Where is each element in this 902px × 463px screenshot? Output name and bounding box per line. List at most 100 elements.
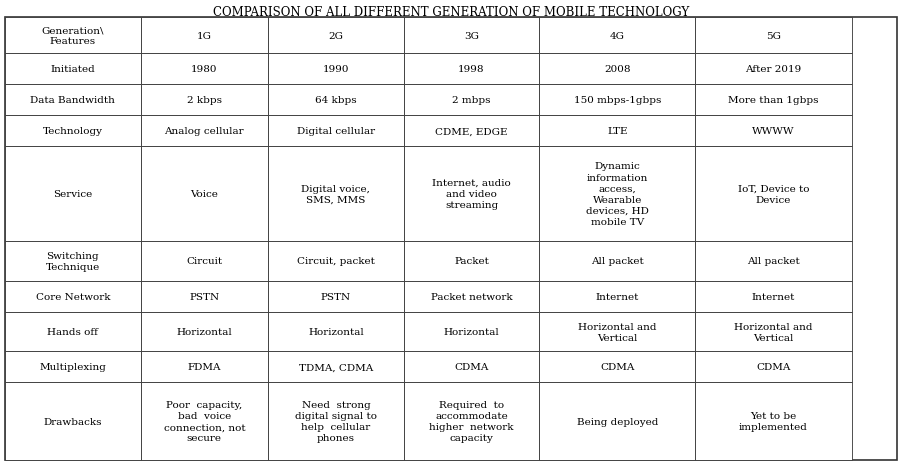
- Text: 5G: 5G: [766, 31, 781, 40]
- Text: Being deployed: Being deployed: [576, 417, 658, 426]
- Bar: [404, 85, 539, 116]
- Bar: [141, 281, 268, 312]
- Bar: [5, 116, 141, 147]
- Bar: [404, 242, 539, 281]
- Text: Required  to
accommodate
higher  network
capacity: Required to accommodate higher network c…: [429, 400, 514, 443]
- Bar: [695, 85, 851, 116]
- Text: Data Bandwidth: Data Bandwidth: [31, 96, 115, 105]
- Text: 2008: 2008: [604, 65, 630, 74]
- Text: COMPARISON OF ALL DIFFERENT GENERATION OF MOBILE TECHNOLOGY: COMPARISON OF ALL DIFFERENT GENERATION O…: [213, 6, 689, 19]
- Text: Initiated: Initiated: [51, 65, 96, 74]
- Bar: [404, 351, 539, 382]
- Bar: [539, 85, 695, 116]
- Text: More than 1gbps: More than 1gbps: [728, 96, 819, 105]
- Bar: [268, 351, 404, 382]
- Bar: [539, 312, 695, 351]
- Text: Digital voice,
SMS, MMS: Digital voice, SMS, MMS: [301, 184, 371, 204]
- Bar: [141, 242, 268, 281]
- Bar: [695, 312, 851, 351]
- Text: CDMA: CDMA: [455, 363, 489, 372]
- Text: Horizontal and
Vertical: Horizontal and Vertical: [734, 322, 813, 342]
- Bar: [404, 147, 539, 242]
- Text: 64 kbps: 64 kbps: [315, 96, 357, 105]
- Bar: [5, 85, 141, 116]
- Text: Drawbacks: Drawbacks: [43, 417, 102, 426]
- Text: 2 kbps: 2 kbps: [187, 96, 222, 105]
- Text: Multiplexing: Multiplexing: [40, 363, 106, 372]
- Bar: [695, 18, 851, 54]
- Text: Internet, audio
and video
streaming: Internet, audio and video streaming: [432, 179, 511, 210]
- Bar: [141, 116, 268, 147]
- Bar: [5, 281, 141, 312]
- Text: Need  strong
digital signal to
help  cellular
phones: Need strong digital signal to help cellu…: [295, 400, 377, 443]
- Text: 1990: 1990: [323, 65, 349, 74]
- Text: Analog cellular: Analog cellular: [164, 127, 244, 136]
- Bar: [268, 312, 404, 351]
- Bar: [5, 382, 141, 460]
- Text: All packet: All packet: [591, 257, 644, 266]
- Text: Circuit: Circuit: [187, 257, 223, 266]
- Bar: [141, 312, 268, 351]
- Text: Horizontal: Horizontal: [444, 327, 500, 336]
- Text: Circuit, packet: Circuit, packet: [297, 257, 375, 266]
- Bar: [141, 54, 268, 85]
- Text: PSTN: PSTN: [189, 292, 219, 301]
- Bar: [268, 382, 404, 460]
- Text: Yet to be
implemented: Yet to be implemented: [739, 411, 808, 432]
- Text: Poor  capacity,
bad  voice
connection, not
secure: Poor capacity, bad voice connection, not…: [163, 400, 245, 443]
- Bar: [695, 147, 851, 242]
- Text: CDMA: CDMA: [756, 363, 791, 372]
- Text: CDMA: CDMA: [600, 363, 634, 372]
- Bar: [141, 85, 268, 116]
- Bar: [268, 54, 404, 85]
- Bar: [404, 116, 539, 147]
- Text: Packet: Packet: [454, 257, 489, 266]
- Bar: [5, 312, 141, 351]
- Bar: [268, 85, 404, 116]
- Text: Horizontal: Horizontal: [308, 327, 364, 336]
- Text: 1998: 1998: [458, 65, 484, 74]
- Text: 2 mbps: 2 mbps: [452, 96, 491, 105]
- Text: Horizontal: Horizontal: [177, 327, 232, 336]
- Bar: [268, 147, 404, 242]
- Bar: [695, 116, 851, 147]
- Bar: [539, 382, 695, 460]
- Text: Packet network: Packet network: [430, 292, 512, 301]
- Text: PSTN: PSTN: [321, 292, 351, 301]
- Text: 3G: 3G: [464, 31, 479, 40]
- Text: CDME, EDGE: CDME, EDGE: [436, 127, 508, 136]
- Bar: [539, 54, 695, 85]
- Bar: [5, 18, 141, 54]
- Text: Switching
Technique: Switching Technique: [46, 251, 100, 271]
- Bar: [268, 18, 404, 54]
- Bar: [695, 281, 851, 312]
- Text: FDMA: FDMA: [188, 363, 221, 372]
- Text: IoT, Device to
Device: IoT, Device to Device: [738, 184, 809, 204]
- Bar: [141, 147, 268, 242]
- Bar: [404, 18, 539, 54]
- Bar: [539, 147, 695, 242]
- Bar: [539, 351, 695, 382]
- Text: Technology: Technology: [42, 127, 103, 136]
- Bar: [404, 54, 539, 85]
- Bar: [268, 242, 404, 281]
- Text: 4G: 4G: [610, 31, 625, 40]
- Text: WWWW: WWWW: [752, 127, 795, 136]
- Bar: [404, 382, 539, 460]
- Bar: [5, 351, 141, 382]
- Text: Voice: Voice: [190, 190, 218, 199]
- Text: Generation\
Features: Generation\ Features: [41, 26, 104, 46]
- Bar: [5, 54, 141, 85]
- Bar: [695, 382, 851, 460]
- Text: Core Network: Core Network: [35, 292, 110, 301]
- Bar: [404, 312, 539, 351]
- Bar: [141, 382, 268, 460]
- Bar: [404, 281, 539, 312]
- Bar: [695, 242, 851, 281]
- Text: Internet: Internet: [751, 292, 796, 301]
- Text: Service: Service: [53, 190, 92, 199]
- Bar: [539, 18, 695, 54]
- Text: 1G: 1G: [197, 31, 212, 40]
- Text: 1980: 1980: [191, 65, 217, 74]
- Bar: [268, 116, 404, 147]
